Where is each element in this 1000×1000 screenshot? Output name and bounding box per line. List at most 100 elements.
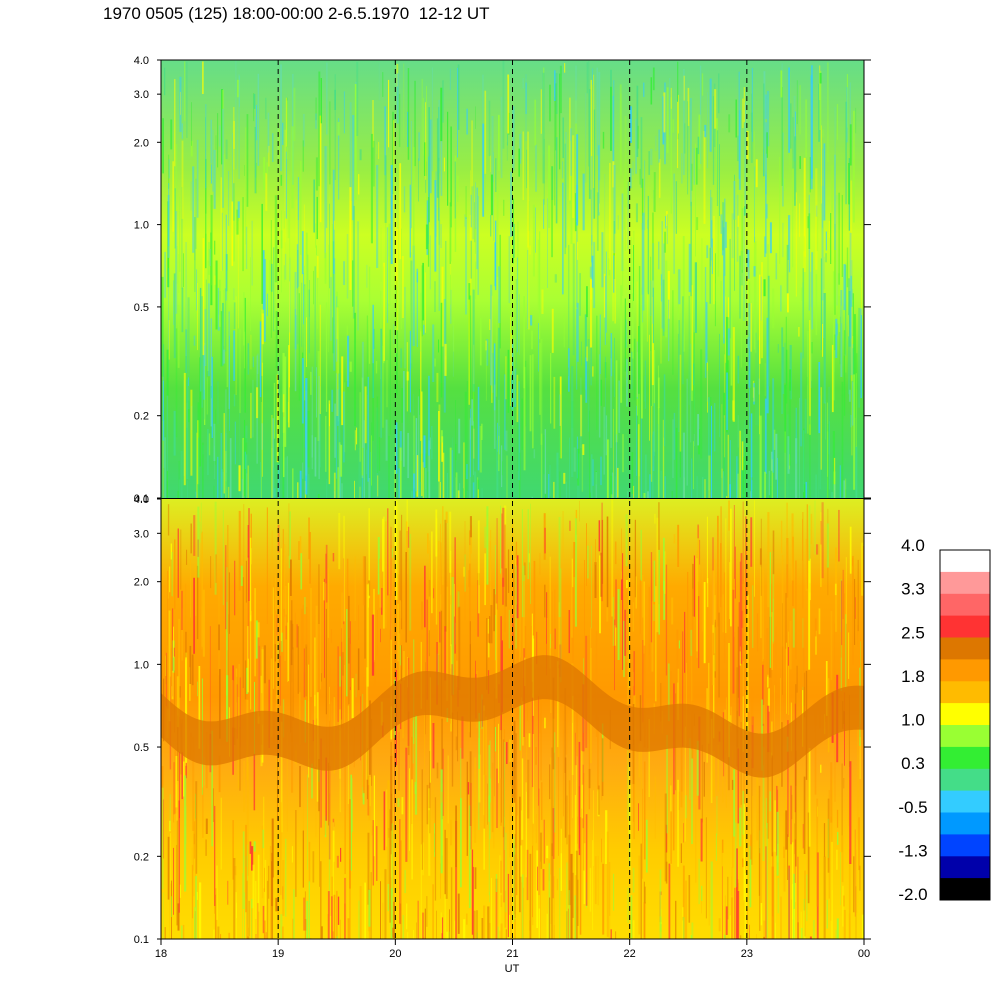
spectrogram-texture (277, 322, 278, 397)
spectrogram-texture (624, 168, 626, 251)
spectrogram-texture (736, 456, 738, 498)
spectrogram-texture (478, 738, 480, 830)
spectrogram-texture (727, 876, 729, 920)
spectrogram-texture (463, 566, 465, 577)
spectrogram-texture (254, 126, 256, 194)
spectrogram-texture (792, 873, 795, 939)
spectrogram-texture (291, 126, 294, 209)
spectrogram-texture (175, 328, 178, 438)
spectrogram-texture (469, 215, 472, 296)
spectrogram-texture (521, 758, 524, 840)
spectrogram-texture (630, 106, 632, 143)
spectrogram-texture (841, 305, 842, 324)
spectrogram-texture (859, 737, 861, 780)
spectrogram-texture (237, 79, 240, 98)
spectrogram-texture (450, 206, 452, 262)
spectrogram-texture (428, 440, 431, 498)
spectrogram-texture (520, 845, 523, 877)
spectrogram-texture (749, 348, 751, 430)
spectrogram-texture (460, 798, 462, 888)
spectrogram-texture (635, 203, 638, 223)
spectrogram-texture (220, 433, 222, 498)
spectrogram-texture (242, 197, 244, 272)
spectrogram-texture (232, 132, 233, 236)
spectrogram-texture (822, 129, 824, 138)
spectrogram-texture (425, 102, 427, 180)
spectrogram-texture (851, 306, 853, 382)
spectrogram-texture (572, 243, 575, 356)
spectrogram-texture (828, 220, 830, 238)
spectrogram-texture (271, 263, 273, 292)
spectrogram-texture (382, 516, 385, 629)
spectrogram-texture (286, 100, 288, 159)
spectrogram-texture (510, 171, 512, 237)
spectrogram-texture (754, 166, 755, 243)
spectrogram-texture (645, 819, 648, 873)
spectrogram-texture (411, 779, 413, 880)
spectrogram-texture (373, 328, 375, 349)
spectrogram-texture (460, 748, 462, 839)
spectrogram-texture (786, 538, 789, 598)
spectrogram-texture (370, 133, 373, 244)
spectrogram-texture (790, 899, 793, 939)
spectrogram-texture (291, 600, 293, 683)
spectrogram-texture (808, 213, 811, 249)
spectrogram-texture (782, 132, 784, 207)
spectrogram-texture (288, 345, 290, 428)
spectrogram-texture (539, 713, 541, 734)
spectrogram-texture (308, 289, 310, 354)
spectrogram-texture (282, 122, 284, 145)
spectrogram-texture (700, 818, 703, 862)
spectrogram-texture (727, 757, 730, 791)
spectrogram-texture (470, 194, 472, 228)
spectrogram-texture (718, 73, 720, 114)
spectrogram-texture (491, 116, 494, 183)
spectrogram-texture (181, 608, 184, 661)
spectrogram-texture (397, 603, 399, 662)
spectrogram-texture (855, 107, 857, 134)
spectrogram-texture (675, 427, 678, 498)
spectrogram-texture (781, 87, 783, 186)
spectrogram-texture (457, 67, 458, 158)
spectrogram-texture (513, 854, 516, 915)
spectrogram-texture (508, 236, 511, 304)
spectrogram-texture (293, 87, 296, 141)
spectrogram-texture (862, 546, 864, 588)
spectrogram-texture (436, 118, 439, 198)
spectrogram-texture (644, 886, 646, 904)
spectrogram-texture (677, 61, 679, 140)
spectrogram-texture (273, 467, 275, 498)
spectrogram-texture (378, 141, 380, 160)
spectrogram-texture (668, 299, 670, 362)
spectrogram-texture (505, 929, 507, 939)
spectrogram-texture (502, 507, 505, 587)
spectrogram-texture (422, 912, 425, 939)
spectrogram-texture (229, 335, 230, 431)
spectrogram-texture (849, 232, 852, 339)
spectrogram-texture (525, 74, 527, 141)
spectrogram-texture (380, 328, 382, 438)
spectrogram-texture (783, 178, 785, 191)
spectrogram-texture (314, 637, 316, 707)
spectrogram-texture (455, 400, 456, 478)
spectrogram-texture (550, 757, 552, 875)
spectrogram-texture (834, 154, 836, 250)
spectrogram-texture (693, 148, 695, 185)
spectrogram-texture (544, 527, 546, 554)
spectrogram-texture (595, 539, 596, 565)
spectrogram-texture (450, 819, 453, 846)
spectrogram-texture (831, 492, 834, 498)
spectrogram-texture (307, 411, 310, 468)
spectrogram-texture (284, 253, 287, 280)
spectrogram-texture (432, 784, 434, 819)
spectrogram-texture (207, 283, 210, 377)
spectrogram-texture (630, 168, 632, 189)
spectrogram-texture (265, 932, 267, 939)
spectrogram-texture (614, 619, 615, 691)
spectrogram-texture (542, 869, 545, 891)
spectrogram-texture (582, 173, 585, 231)
spectrogram-texture (643, 645, 646, 748)
spectrogram-texture (764, 236, 767, 257)
spectrogram-texture (844, 478, 847, 498)
spectrogram-texture (163, 419, 165, 468)
